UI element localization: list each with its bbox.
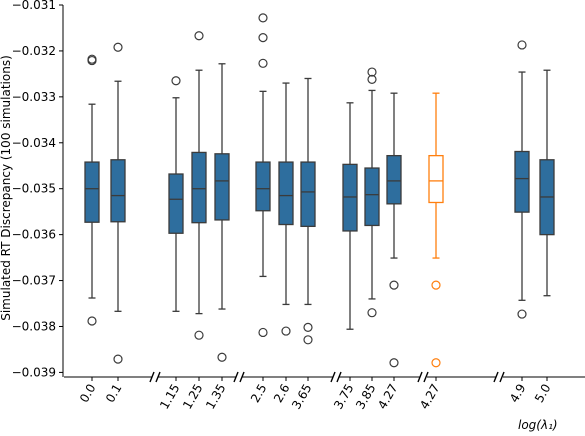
iqr-box [278, 161, 294, 226]
x-tick-label: 4.27 [417, 382, 442, 412]
x-tick-label: 0.0 [77, 382, 99, 406]
outlier-point [194, 330, 204, 340]
x-tick-label: 0.1 [103, 382, 125, 406]
y-axis-title: Simulated RT Discrepancy (100 simulation… [0, 55, 13, 321]
axis-break-mark [233, 371, 239, 383]
x-tick-label: 3.75 [331, 382, 356, 412]
y-tick-label: −0.036 [12, 228, 56, 242]
box-4.9 [514, 40, 530, 319]
outlier-point [367, 67, 377, 77]
boxes-layer [84, 13, 555, 368]
box-1.25 [191, 31, 207, 340]
x-axis-title: log(λ₁) [518, 418, 558, 432]
x-tick-label: 4.9 [507, 382, 529, 406]
box-1.35 [214, 63, 230, 362]
box-0.1 [110, 42, 126, 364]
y-tick-label: −0.033 [12, 90, 56, 104]
box-2.6 [278, 82, 294, 336]
iqr-box [364, 167, 380, 227]
x-tick-label: 2.5 [248, 382, 270, 406]
axis-break-mark [423, 371, 429, 383]
outlier-point [367, 308, 377, 318]
outlier-point [303, 322, 313, 332]
axis-break-mark [336, 371, 342, 383]
iqr-box [84, 161, 100, 223]
outlier-point [258, 327, 268, 338]
axis-break-mark [330, 371, 336, 383]
y-tick-label: −0.034 [12, 136, 56, 150]
outlier-point [281, 326, 291, 336]
y-tick-label: −0.035 [12, 182, 56, 196]
outlier-point [258, 33, 268, 43]
outlier-point [87, 316, 97, 326]
box-4.27 [386, 92, 402, 368]
outlier-point [431, 358, 441, 368]
box-0.0 [84, 54, 100, 326]
box-2.5 [255, 13, 271, 338]
outlier-point [87, 55, 97, 66]
x-tick-label: 3.85 [353, 382, 378, 412]
iqr-box [342, 163, 358, 232]
outlier-point [171, 76, 181, 86]
outlier-point [517, 40, 527, 50]
box-3.65 [300, 77, 316, 345]
y-tick-label: −0.039 [12, 365, 56, 379]
box-4.27 [428, 92, 444, 368]
box-5.0 [539, 69, 555, 297]
axis-break-mark [499, 371, 505, 383]
outlier-point [517, 309, 527, 319]
x-tick-label: 2.6 [271, 382, 293, 406]
axis-break-mark [239, 371, 245, 383]
iqr-box [255, 161, 271, 212]
x-tick-label: 5.0 [532, 382, 554, 406]
axis-break-mark [149, 371, 155, 383]
box-3.85 [364, 67, 380, 318]
axis-break-mark [417, 371, 423, 383]
y-tick-label: −0.038 [12, 319, 56, 333]
outlier-point [258, 58, 268, 68]
iqr-box [428, 154, 444, 204]
iqr-box [214, 153, 230, 221]
axis-break-mark [155, 371, 161, 383]
x-tick-label: 3.65 [289, 382, 314, 412]
iqr-box [386, 154, 402, 205]
outlier-point [389, 280, 399, 290]
iqr-box [514, 150, 530, 213]
outlier-point [367, 74, 377, 85]
labels-layer: Simulated RT Discrepancy (100 simulation… [0, 55, 558, 432]
iqr-box [110, 159, 126, 223]
y-tick-label: −0.032 [12, 44, 56, 58]
outlier-point [113, 354, 123, 364]
iqr-box [191, 151, 207, 224]
outlier-point [217, 352, 227, 362]
y-tick-label: −0.037 [12, 274, 56, 288]
outlier-point [194, 31, 204, 41]
iqr-box [168, 173, 184, 234]
outlier-point [431, 280, 441, 290]
box-1.15 [168, 76, 184, 312]
box-3.75 [342, 102, 358, 330]
iqr-box [300, 161, 316, 228]
x-tick-label: 1.25 [180, 382, 205, 412]
x-tick-label: 4.27 [375, 382, 400, 412]
outlier-point [258, 13, 268, 23]
y-tick-label: −0.031 [12, 0, 56, 12]
axis-break-mark [493, 371, 499, 383]
outlier-point [389, 358, 399, 368]
outlier-point [303, 335, 313, 345]
outlier-point [113, 42, 123, 52]
x-tick-label: 1.35 [203, 382, 228, 412]
x-tick-label: 1.15 [157, 382, 182, 412]
